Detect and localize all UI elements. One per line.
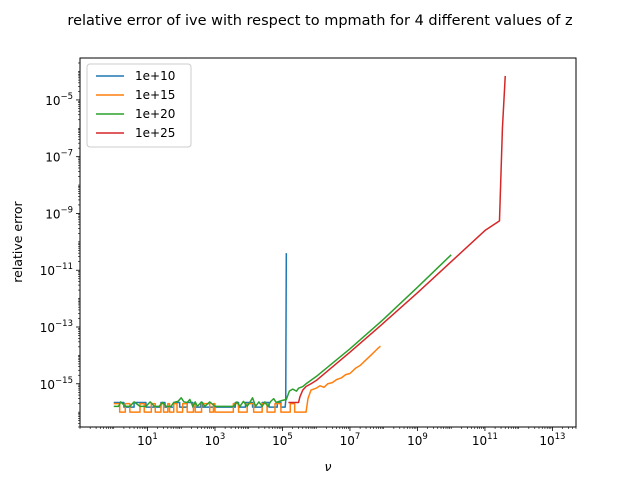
y-axis-label: relative error [10,200,25,282]
y-tick-label: 10−15 [40,376,73,392]
x-tick-label: 109 [407,432,428,448]
x-tick-label: 107 [340,432,361,448]
series-line-4 [288,75,506,404]
x-tick-label: 1011 [472,432,498,448]
series-layer [113,75,506,413]
y-tick-label: 10−13 [40,319,73,335]
y-axis: 10−15 10−13 10−11 10−9 10−7 10−5 [40,62,80,428]
chart-title: relative error of ive with respect to mp… [67,13,572,29]
legend-box [86,63,192,148]
y-tick-label: 10−11 [40,262,73,278]
x-tick-label: 103 [205,432,226,448]
y-tick-label: 10−5 [45,92,73,108]
x-tick-label: 101 [137,432,158,448]
y-tick-label: 10−9 [45,205,73,221]
legend: 1e+10 1e+15 1e+20 1e+25 [86,63,192,148]
legend-label-3: 1e+20 [135,107,175,121]
legend-label-2: 1e+15 [135,88,175,102]
x-axis: 101 103 105 107 109 1011 1013 [79,427,577,448]
legend-label-4: 1e+25 [135,126,175,140]
series-line-3 [113,254,452,408]
legend-label-1: 1e+10 [135,69,175,83]
x-tick-label: 105 [272,432,293,448]
x-axis-label: ν [325,459,332,474]
y-tick-label: 10−7 [45,149,73,165]
x-tick-label: 1013 [539,432,565,448]
